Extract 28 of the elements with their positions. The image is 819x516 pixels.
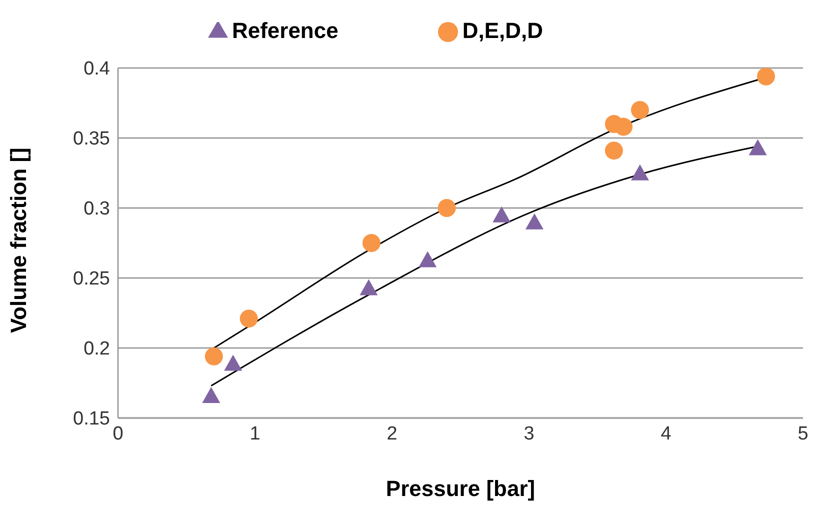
x-tick-label: 5	[798, 423, 808, 444]
point	[614, 118, 633, 136]
x-tick-label: 2	[386, 423, 398, 444]
x-tick-label: 4	[660, 423, 672, 444]
point	[525, 213, 544, 230]
x-axis-title: Pressure [bar]	[386, 476, 536, 501]
point	[224, 354, 242, 371]
point	[418, 251, 437, 268]
x-tick-label: 3	[524, 423, 534, 444]
point	[604, 142, 623, 160]
point	[362, 234, 380, 252]
y-axis-title: Volume fraction []	[6, 148, 31, 333]
y-tick-label: 0.35	[73, 128, 110, 150]
point	[757, 68, 776, 86]
point	[202, 387, 220, 403]
x-tick-label: 1	[250, 423, 260, 444]
point	[492, 206, 511, 222]
legend-label: Reference	[232, 18, 338, 43]
y-tick-label: 0.4	[84, 58, 110, 80]
point	[630, 101, 649, 119]
y-tick-label: 0.3	[84, 198, 110, 220]
y-tick-label: 0.25	[73, 268, 110, 290]
point	[438, 199, 456, 217]
y-tick-label: 0.15	[73, 408, 110, 430]
x-tick-label: 0	[112, 423, 124, 444]
point	[360, 279, 378, 296]
legend-label: D,E,D,D	[462, 18, 544, 43]
y-tick-label: 0.2	[84, 338, 110, 360]
